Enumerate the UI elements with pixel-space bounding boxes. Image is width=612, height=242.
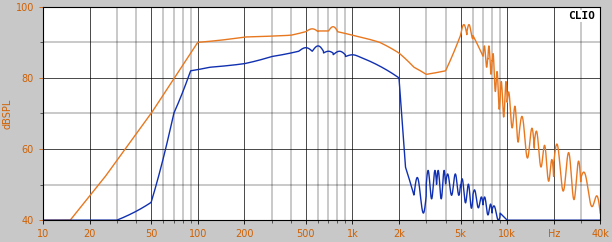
Y-axis label: dBSPL: dBSPL	[3, 98, 13, 129]
Text: CLIO: CLIO	[568, 11, 595, 21]
